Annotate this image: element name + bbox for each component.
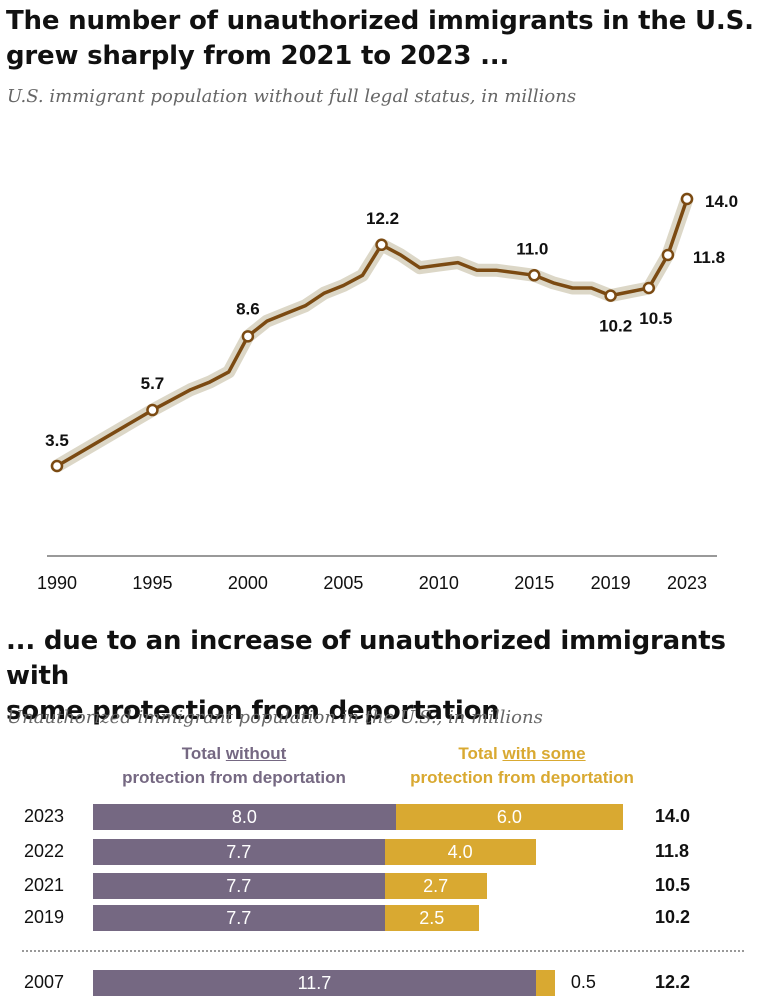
bar-total-2022: 11.8 [655, 841, 690, 861]
data-point-2022 [661, 248, 675, 262]
x-tick-label-2023: 2023 [667, 573, 707, 593]
top-chart-title-line2: grew sharply from 2021 to 2023 ... [6, 41, 510, 71]
x-tick-label-2015: 2015 [514, 573, 554, 593]
bar-year-label-2021: 2021 [24, 875, 65, 895]
data-label-2015: 11.0 [516, 239, 548, 258]
bar-without-2007: 11.7 [93, 970, 536, 996]
bar-row-2023: 2023 8.0 6.0 14.0 [0, 804, 766, 830]
legend-with-underlined: with some [502, 744, 586, 763]
top-chart-title-line1: The number of unauthorized immigrants in… [6, 6, 754, 36]
bottom-chart-title: ... due to an increase of unauthorized i… [6, 624, 766, 729]
legend-with-some-protection: Total with some protection from deportat… [384, 742, 660, 790]
data-label-2000: 8.6 [236, 299, 260, 318]
bar-with-some-2007 [535, 970, 555, 996]
bar-with-some-2021: 2.7 [384, 873, 487, 899]
line-chart: 3.5 5.7 8.6 12.2 11.0 10.2 10.5 11.8 14.0 1990 199… [37, 192, 738, 593]
data-label-1990: 3.5 [45, 431, 69, 450]
data-label-2022: 11.8 [693, 248, 725, 267]
bar-with-some-label-2007: 0.5 [570, 972, 596, 992]
x-tick-label-1995: 1995 [132, 573, 172, 593]
bar-row-2021: 2021 7.7 2.7 10.5 [0, 873, 766, 899]
data-label-2019: 10.2 [599, 317, 632, 336]
data-point-2015 [528, 269, 541, 282]
x-tick-label-1990: 1990 [37, 573, 77, 593]
bar-with-some-2019: 2.5 [384, 905, 480, 931]
x-tick-label-2019: 2019 [591, 573, 631, 593]
legend-with-prefix: Total [458, 744, 503, 763]
data-point-2000 [241, 330, 255, 343]
bar-year-label-2023: 2023 [24, 806, 65, 826]
bar-divider [22, 950, 744, 952]
legend-without-line2: protection from deportation [122, 768, 346, 787]
data-label-2023: 14.0 [705, 192, 738, 211]
legend-with-line2: protection from deportation [410, 768, 634, 787]
data-point-2023 [680, 192, 694, 206]
data-point-2007 [375, 238, 388, 252]
bar-total-2007: 12.2 [655, 972, 691, 992]
data-point-2021 [642, 281, 656, 295]
bar-without-2023: 8.0 [93, 804, 396, 830]
bar-row-2022: 2022 7.7 4.0 11.8 [0, 839, 766, 865]
legend-without-prefix: Total [181, 744, 226, 763]
bar-without-2021: 7.7 [93, 873, 385, 899]
top-chart-subtitle: U.S. immigrant population without full l… [7, 86, 577, 107]
bar-year-label-2007: 2007 [24, 972, 65, 992]
bottom-chart-title-line1: ... due to an increase of unauthorized i… [6, 626, 726, 691]
bar-without-2019: 7.7 [93, 905, 385, 931]
bottom-chart-title-line2: some protection from deportation [6, 696, 500, 726]
data-label-1995: 5.7 [141, 374, 165, 393]
x-tick-label-2000: 2000 [228, 573, 268, 593]
bar-row-2019: 2019 7.7 2.5 10.2 [0, 905, 766, 931]
legend-without-underlined: without [225, 744, 287, 763]
data-label-2007: 12.2 [366, 209, 399, 228]
x-tick-label-2005: 2005 [323, 573, 363, 593]
bar-row-2007: 2007 11.7 0.5 12.2 [0, 970, 766, 996]
data-point-1995 [146, 403, 159, 417]
bar-with-some-2023: 6.0 [395, 804, 623, 830]
data-label-2021: 10.5 [639, 309, 672, 328]
data-point-1990 [50, 459, 64, 473]
bar-year-label-2019: 2019 [24, 907, 65, 927]
legend-without-protection: Total without protection from deportatio… [96, 742, 372, 790]
bottom-chart-subtitle: Unauthorized immigrant population in the… [7, 707, 543, 728]
bar-without-2022: 7.7 [93, 839, 385, 865]
top-chart-title: The number of unauthorized immigrants in… [6, 4, 754, 74]
x-tick-label-2010: 2010 [419, 573, 459, 593]
bar-total-2019: 10.2 [655, 907, 691, 927]
bar-with-some-2022: 4.0 [384, 839, 536, 865]
bar-total-2023: 14.0 [655, 806, 691, 826]
population-series-line [55, 197, 689, 468]
bar-total-2021: 10.5 [655, 875, 691, 895]
bar-year-label-2022: 2022 [24, 841, 65, 861]
uncertainty-band [50, 192, 694, 473]
data-point-2019 [604, 289, 617, 302]
